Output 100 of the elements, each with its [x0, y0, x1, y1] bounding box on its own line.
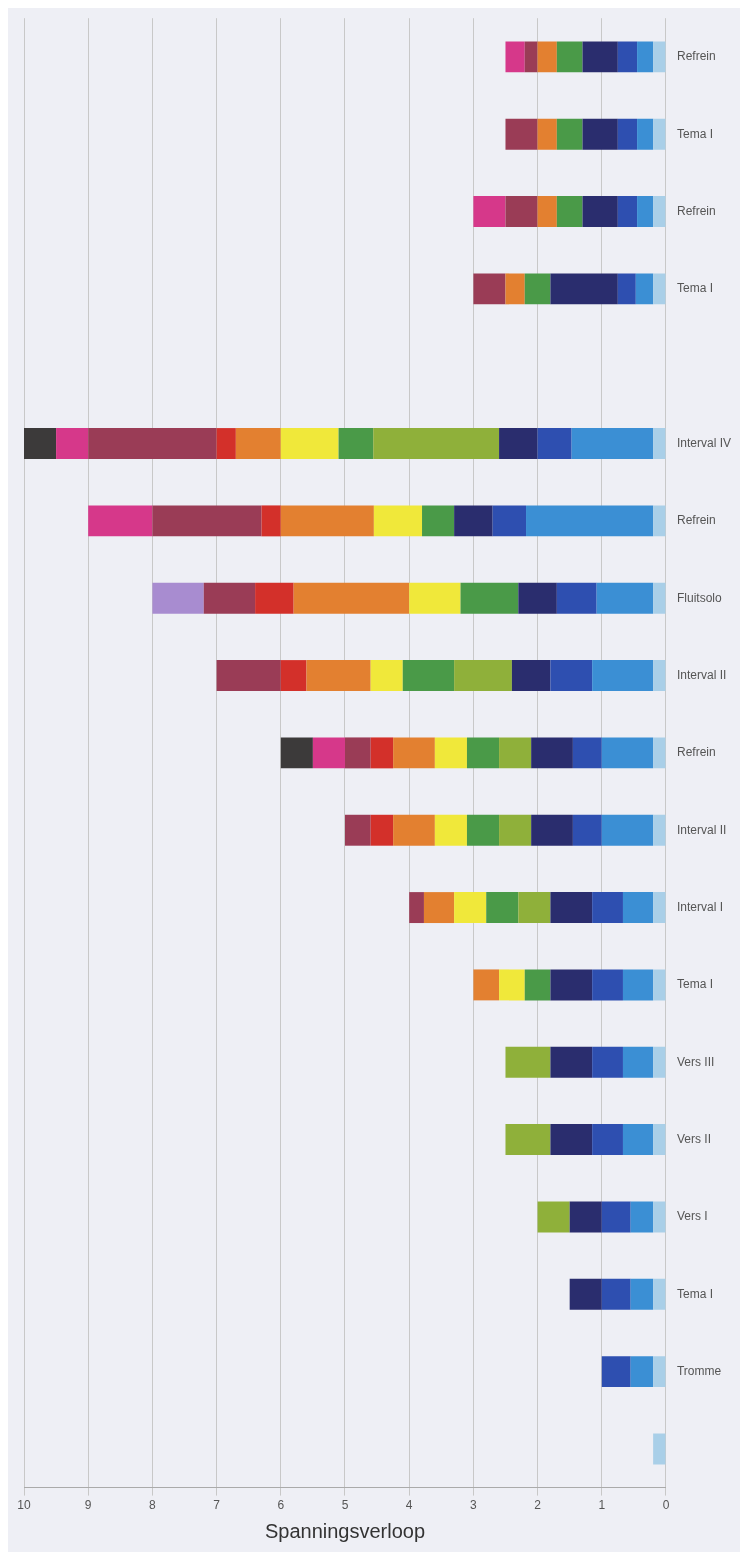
bar: [423, 892, 455, 924]
bar: [537, 196, 557, 228]
bar: [653, 1124, 666, 1156]
bar: [582, 118, 618, 150]
bar: [537, 41, 557, 73]
bar: [280, 660, 307, 692]
bar: [622, 1046, 654, 1078]
bar: [630, 1201, 654, 1233]
bar: [373, 505, 423, 537]
bar: [203, 582, 256, 614]
bar: [499, 428, 538, 460]
bar: [569, 1278, 602, 1310]
bar: [492, 505, 527, 537]
bar: [653, 273, 666, 305]
bar: [393, 814, 435, 846]
y-tick-label: Tema I: [676, 126, 713, 141]
bar: [582, 41, 618, 73]
bar: [537, 428, 572, 460]
bar: [454, 660, 512, 692]
y-tick-label: Refrein: [676, 49, 716, 64]
bar: [280, 428, 339, 460]
y-tick-label: Vers II: [676, 1131, 711, 1146]
bar: [370, 737, 394, 769]
bar: [622, 892, 654, 924]
x-tick-label: 8: [149, 1498, 157, 1513]
bar: [592, 1046, 623, 1078]
bar: [572, 814, 602, 846]
bar: [637, 118, 654, 150]
bar: [473, 196, 506, 228]
bar: [434, 737, 467, 769]
bar: [550, 969, 593, 1001]
bar: [601, 1356, 631, 1388]
y-tick-label: Tema I: [676, 281, 713, 296]
x-tick-label: 3: [470, 1498, 478, 1513]
bar: [653, 582, 666, 614]
bar: [531, 737, 573, 769]
bar: [511, 660, 551, 692]
bar: [486, 892, 519, 924]
bar: [630, 1278, 654, 1310]
bar: [630, 1356, 654, 1388]
bar: [499, 737, 532, 769]
bar: [524, 41, 538, 73]
y-tick-label: Interval I: [676, 899, 724, 914]
bar: [601, 1201, 631, 1233]
x-tick-label: 7: [213, 1498, 221, 1513]
bar: [88, 505, 153, 537]
bar: [280, 505, 374, 537]
bar: [592, 969, 623, 1001]
bar: [306, 660, 371, 692]
y-tick-label: Tema I: [676, 977, 713, 992]
bar: [505, 196, 538, 228]
bar: [422, 505, 455, 537]
bar: [653, 41, 666, 73]
bar: [550, 273, 618, 305]
bar: [592, 1124, 623, 1156]
bar: [556, 118, 583, 150]
bar: [261, 505, 281, 537]
bar: [524, 969, 551, 1001]
y-tick-label: Refrein: [676, 203, 716, 218]
bar: [550, 1124, 593, 1156]
bar: [473, 273, 506, 305]
bar: [653, 660, 666, 692]
bar: [216, 660, 281, 692]
bar: [635, 273, 654, 305]
bar: [518, 892, 551, 924]
x-tick-label: 0: [662, 1498, 670, 1513]
bar: [280, 737, 313, 769]
bar: [550, 660, 593, 692]
bar: [596, 582, 654, 614]
bar: [518, 582, 557, 614]
bar: [370, 814, 394, 846]
bar: [653, 969, 666, 1001]
bar: [550, 892, 593, 924]
bar: [653, 1046, 666, 1078]
y-tick-label: Interval II: [676, 822, 727, 837]
bar: [524, 273, 551, 305]
bar: [466, 814, 500, 846]
x-tick-label: 4: [405, 1498, 413, 1513]
y-tick-label: Refrein: [676, 513, 716, 528]
bar: [88, 428, 217, 460]
bar: [653, 1201, 666, 1233]
bar: [255, 582, 294, 614]
bar: [293, 582, 410, 614]
bar: [499, 969, 525, 1001]
bar: [582, 196, 618, 228]
y-tick-label: Interval II: [676, 667, 727, 682]
bar: [537, 118, 557, 150]
bar: [24, 428, 57, 460]
bar: [653, 737, 666, 769]
bar: [454, 892, 487, 924]
x-tick-label: 1: [598, 1498, 606, 1513]
bar: [617, 41, 638, 73]
bar: [344, 737, 371, 769]
bar: [653, 428, 666, 460]
bar: [592, 892, 623, 924]
y-tick-label: Tema I: [676, 1286, 713, 1301]
bar: [531, 814, 573, 846]
bar: [617, 118, 638, 150]
bar: [556, 41, 583, 73]
y-tick-label: Vers III: [676, 1054, 715, 1069]
